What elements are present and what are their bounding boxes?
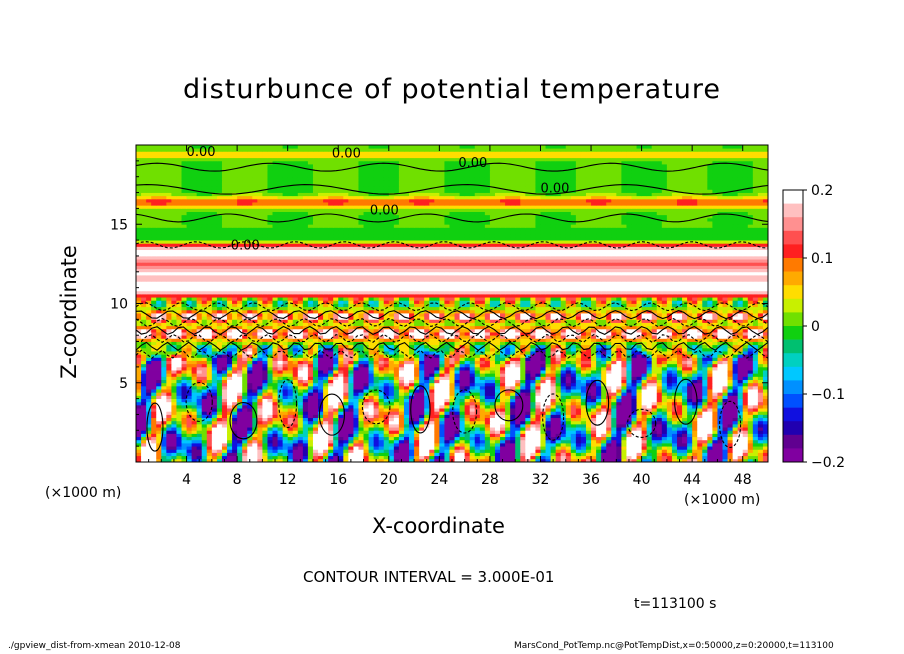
colorbar-swatch	[783, 434, 803, 449]
colorbar-swatch	[783, 190, 803, 204]
colorbar-swatch	[783, 353, 803, 368]
footer-file-info: MarsCond_PotTemp.nc@PotTempDist,x=0:5000…	[514, 641, 834, 651]
colorbar-swatch	[783, 448, 803, 463]
x-tick-label: 16	[329, 472, 347, 488]
x-tick-label: 4	[182, 472, 191, 488]
contour-value-label: 0.00	[231, 239, 260, 254]
x-tick-label: 20	[380, 472, 398, 488]
x-unit-label-right: (×1000 m)	[684, 492, 761, 508]
colorbar-swatch	[783, 421, 803, 436]
colorbar-tick-label: −0.2	[811, 455, 845, 471]
x-tick-label: 12	[279, 472, 297, 488]
x-tick-label: 44	[683, 472, 701, 488]
time-stamp: t=113100 s	[634, 596, 717, 612]
contour-lines	[135, 162, 769, 452]
x-tick-label: 40	[633, 472, 651, 488]
y-tick-label: 10	[110, 297, 128, 313]
colorbar-swatch	[783, 326, 803, 340]
colorbar-swatch	[783, 312, 803, 327]
contour-value-label: 0.00	[332, 147, 361, 162]
x-tick-label: 28	[481, 472, 499, 488]
colorbar-swatch	[783, 203, 803, 218]
footer-script-info: ./gpview_dist-from-xmean 2010-12-08	[8, 641, 181, 651]
contour-value-label: 0.00	[540, 182, 569, 197]
colorbar-swatch	[783, 339, 803, 354]
colorbar-swatch	[783, 298, 803, 313]
colorbar-swatch	[783, 407, 803, 422]
y-axis-label: Z-coordinate	[57, 245, 81, 379]
colorbar-swatch	[783, 258, 803, 272]
colorbar-swatch	[783, 217, 803, 232]
colorbar-swatch	[783, 230, 803, 245]
chart-title: disturbunce of potential temperature	[183, 74, 721, 105]
colorbar-swatch	[783, 394, 803, 408]
colorbar-swatch	[783, 285, 803, 300]
colorbar-tick-label: 0.2	[811, 183, 833, 199]
y-tick-label: 5	[119, 376, 128, 392]
contour-interval-text: CONTOUR INTERVAL = 3.000E-01	[303, 568, 555, 586]
colorbar-tick-label: 0.1	[811, 251, 833, 267]
contour-value-label: 0.00	[458, 156, 487, 171]
colorbar-swatch	[783, 244, 803, 259]
colorbar-swatch	[783, 271, 803, 286]
heatmap-cells	[136, 145, 769, 463]
x-tick-label: 48	[734, 472, 752, 488]
x-tick-label: 8	[233, 472, 242, 488]
x-tick-label: 24	[430, 472, 448, 488]
x-axis-label: X-coordinate	[372, 514, 505, 538]
colorbar-swatch	[783, 366, 803, 381]
y-tick-label: 15	[110, 217, 128, 233]
x-unit-label-left: (×1000 m)	[45, 485, 122, 501]
x-tick-label: 32	[532, 472, 550, 488]
contour-value-label: 0.00	[370, 204, 399, 219]
colorbar-tick-label: 0	[811, 319, 820, 335]
contour-value-label: 0.00	[187, 145, 216, 160]
colorbar-tick-label: −0.1	[811, 387, 845, 403]
colorbar-swatch	[783, 380, 803, 395]
x-tick-label: 36	[582, 472, 600, 488]
